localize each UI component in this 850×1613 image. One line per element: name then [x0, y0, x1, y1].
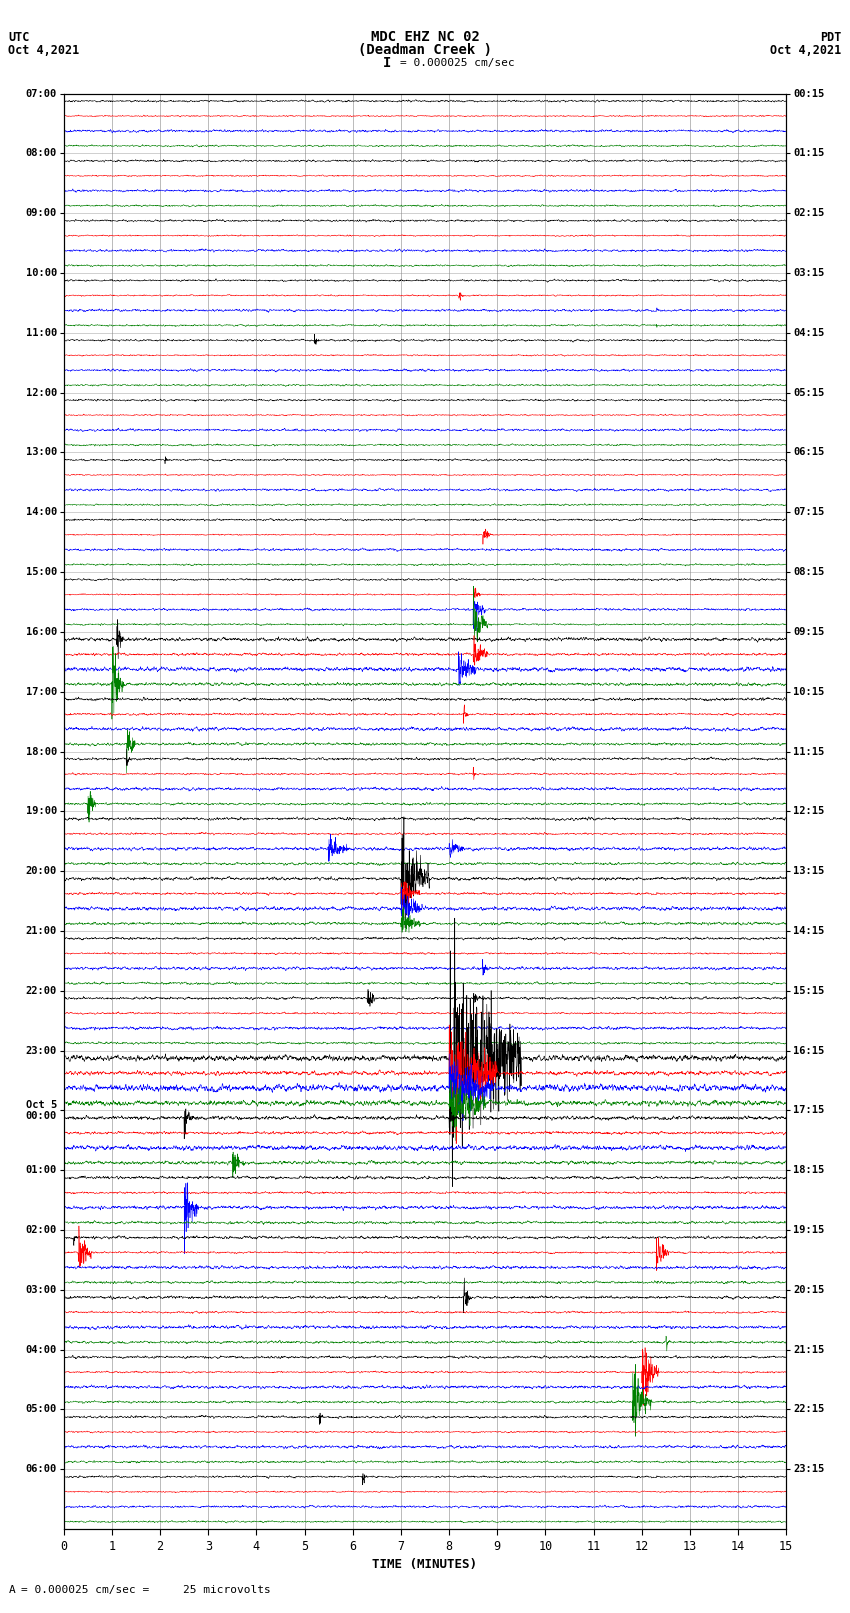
Text: PDT: PDT — [820, 31, 842, 44]
Text: Oct 4,2021: Oct 4,2021 — [8, 44, 80, 56]
Text: (Deadman Creek ): (Deadman Creek ) — [358, 44, 492, 56]
Text: I: I — [382, 56, 391, 69]
Text: Oct 4,2021: Oct 4,2021 — [770, 44, 842, 56]
Text: UTC: UTC — [8, 31, 30, 44]
Text: MDC EHZ NC 02: MDC EHZ NC 02 — [371, 31, 479, 44]
X-axis label: TIME (MINUTES): TIME (MINUTES) — [372, 1558, 478, 1571]
Text: = 0.000025 cm/sec: = 0.000025 cm/sec — [400, 58, 514, 68]
Text: A: A — [8, 1586, 15, 1595]
Text: = 0.000025 cm/sec =     25 microvolts: = 0.000025 cm/sec = 25 microvolts — [21, 1586, 271, 1595]
